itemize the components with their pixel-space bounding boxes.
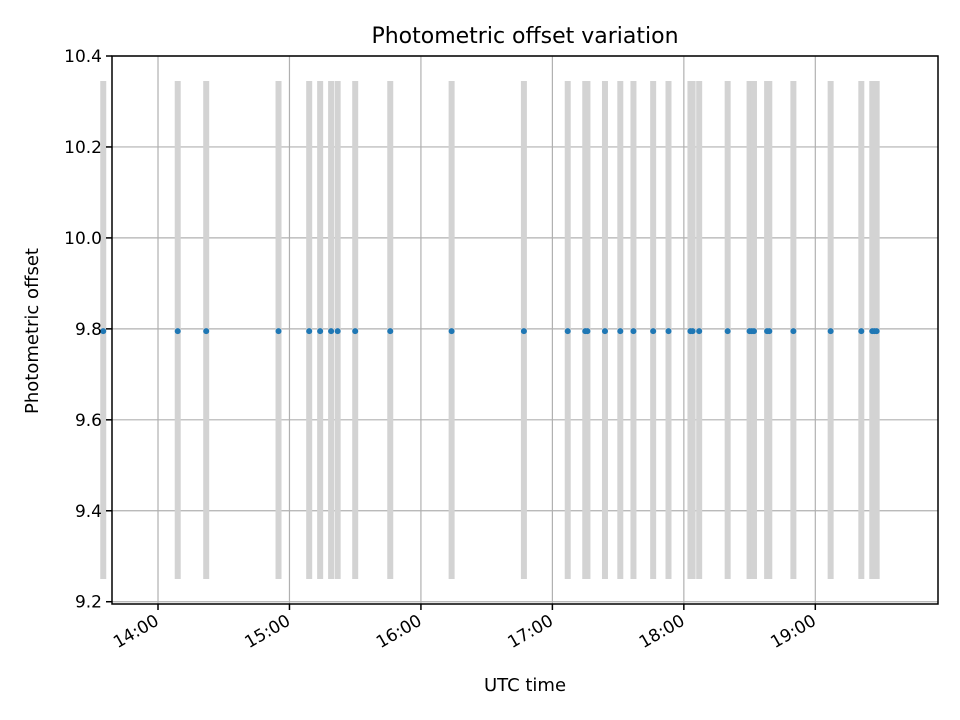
y-tick-label: 10.0: [64, 229, 102, 249]
data-point: [564, 328, 571, 335]
x-tick-label: 18:00: [636, 611, 688, 653]
plot-frame: [111, 55, 939, 605]
x-axis-label: UTC time: [484, 675, 566, 696]
data-point: [584, 328, 591, 335]
error-bars: [100, 81, 880, 579]
y-tick-label: 9.6: [75, 411, 102, 431]
x-tick-label: 15:00: [242, 611, 294, 653]
data-point: [750, 328, 757, 335]
y-tick-label: 9.4: [75, 502, 102, 522]
data-point: [275, 328, 282, 335]
data-point: [203, 328, 210, 335]
data-point: [387, 328, 394, 335]
data-point: [665, 328, 672, 335]
y-tick-label: 10.4: [64, 47, 102, 67]
data-point: [601, 328, 608, 335]
data-point: [174, 328, 181, 335]
data-point: [617, 328, 624, 335]
data-point: [520, 328, 527, 335]
data-point: [827, 328, 834, 335]
data-point: [696, 328, 703, 335]
x-tick-label: 17:00: [504, 611, 556, 653]
data-point: [630, 328, 637, 335]
data-point: [724, 328, 731, 335]
data-point: [100, 328, 107, 335]
data-point: [873, 328, 880, 335]
data-point: [650, 328, 657, 335]
x-tick-label: 14:00: [110, 611, 162, 653]
data-point: [328, 328, 335, 335]
data-point: [766, 328, 773, 335]
data-point: [334, 328, 341, 335]
data-point: [306, 328, 313, 335]
data-point: [352, 328, 359, 335]
data-points: [100, 328, 880, 335]
x-tick-label: 16:00: [373, 611, 425, 653]
chart-title: Photometric offset variation: [371, 24, 678, 49]
data-point: [790, 328, 797, 335]
y-tick-label: 9.2: [75, 593, 102, 613]
data-point: [689, 328, 696, 335]
y-axis-label: Photometric offset: [22, 248, 43, 414]
y-tick-label: 10.2: [64, 138, 102, 158]
data-point: [858, 328, 865, 335]
data-point: [448, 328, 455, 335]
y-tick-label: 9.8: [75, 320, 102, 340]
x-tick-label: 19:00: [767, 611, 819, 653]
data-point: [317, 328, 324, 335]
